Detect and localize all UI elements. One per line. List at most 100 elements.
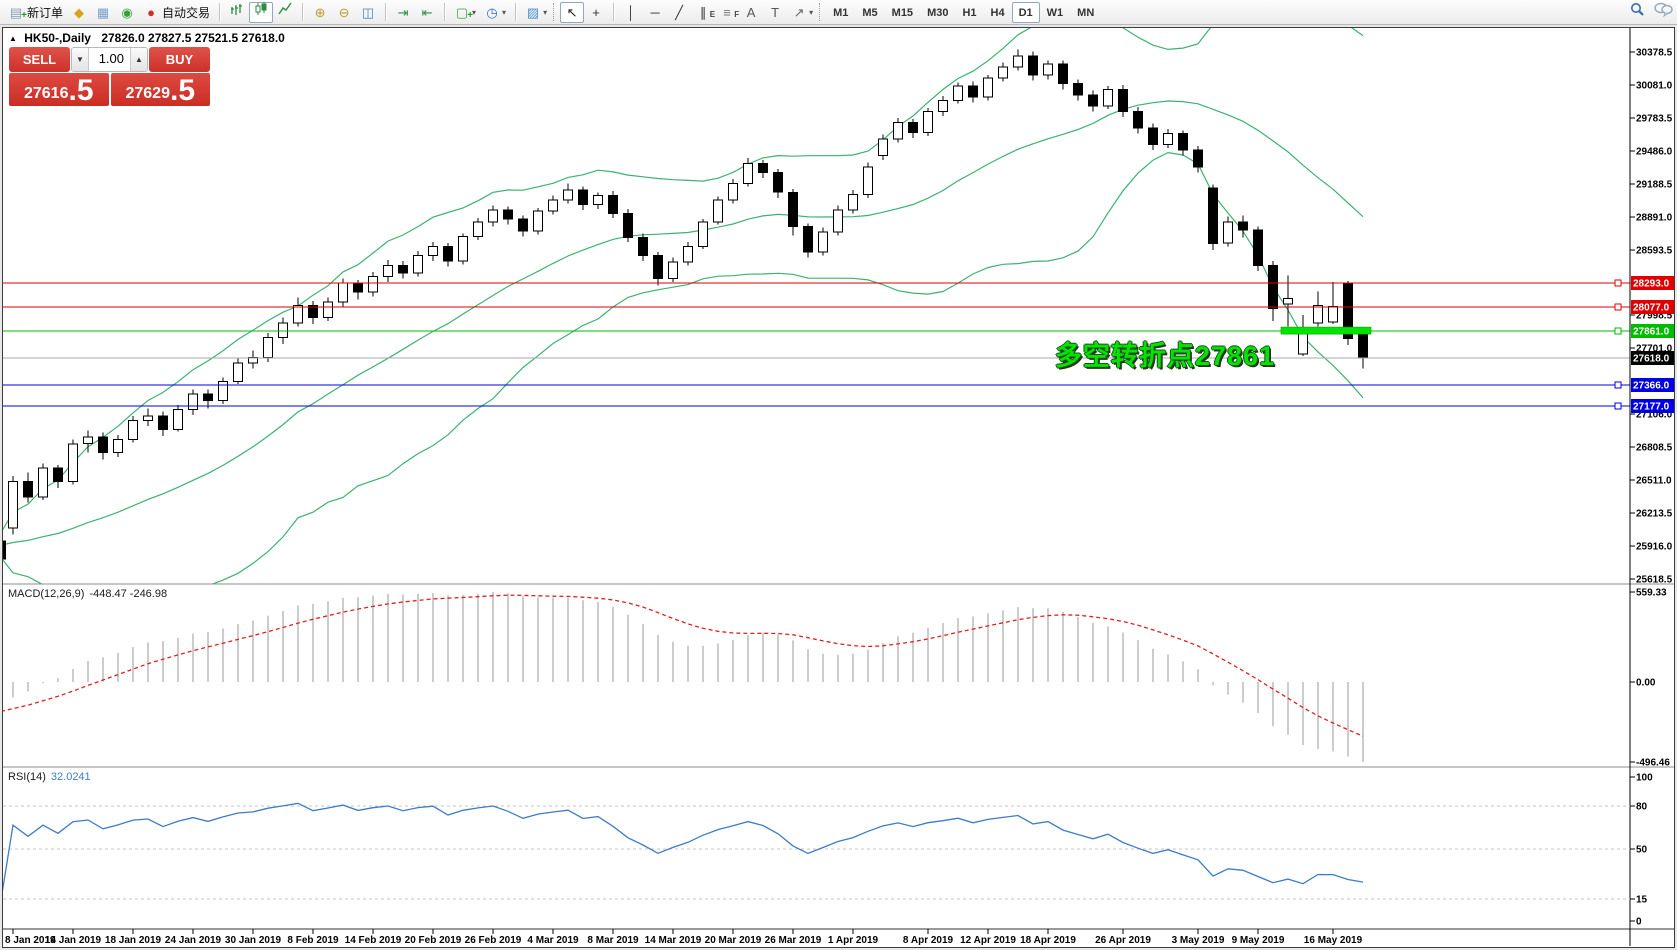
macd-pane: 559.33 0.00 -496.46 — [3, 588, 1670, 769]
svg-text:15: 15 — [1636, 895, 1648, 906]
svg-text:8 Jan 2019: 8 Jan 2019 — [5, 935, 56, 946]
chart-shift-button[interactable]: ⇤ — [421, 4, 433, 20]
auto-scroll-button[interactable]: ⇥ — [397, 4, 409, 20]
chart-window: 30378.5 30081.0 29783.5 29486.0 29188.5 28891… — [2, 27, 1675, 948]
templates-button[interactable]: ▨ ▾ — [526, 4, 548, 20]
svg-text:9 May 2019: 9 May 2019 — [1232, 935, 1285, 946]
svg-text:1 Apr 2019: 1 Apr 2019 — [828, 935, 879, 946]
timeframe-m30-button[interactable]: M30 — [927, 6, 949, 19]
svg-text:14 Jan 2019: 14 Jan 2019 — [45, 935, 102, 946]
autotrading-button[interactable]: ● 自动交易 — [147, 4, 211, 20]
chart-annotation-text[interactable]: 多空转折点27861 — [1054, 341, 1275, 371]
svg-text:27177.0: 27177.0 — [1633, 402, 1670, 413]
navigator-icon[interactable]: ▦ — [96, 4, 110, 20]
svg-text:26511.0: 26511.0 — [1636, 476, 1672, 487]
svg-text:26 Apr 2019: 26 Apr 2019 — [1095, 935, 1151, 946]
toolbar-separator — [302, 3, 304, 21]
equidistant-channel-button[interactable]: ∥ E — [699, 4, 716, 20]
svg-text:27998.5: 27998.5 — [1636, 311, 1673, 322]
svg-text:8 Mar 2019: 8 Mar 2019 — [587, 935, 639, 946]
bars-chart-button[interactable] — [225, 2, 249, 23]
chart-canvas[interactable]: 30378.5 30081.0 29783.5 29486.0 29188.5 28891… — [3, 28, 1674, 947]
vertical-line-button[interactable]: │ — [627, 4, 636, 20]
text-button[interactable]: A — [746, 4, 756, 20]
candles-chart-button[interactable] — [249, 1, 274, 23]
svg-text:-496.46: -496.46 — [1636, 758, 1670, 769]
new-chart-button[interactable]: ▢ + ▾ — [455, 4, 477, 21]
svg-text:28593.5: 28593.5 — [1636, 246, 1673, 257]
svg-text:30378.5: 30378.5 — [1636, 48, 1673, 59]
trendline-button[interactable]: ╱ — [675, 4, 683, 20]
tile-windows-button[interactable]: ◫ — [361, 4, 375, 20]
svg-text:28891.0: 28891.0 — [1636, 213, 1673, 224]
svg-text:25916.0: 25916.0 — [1636, 542, 1673, 553]
crosshair-button[interactable]: + — [592, 4, 600, 20]
zoom-out-button[interactable]: ⊖ — [338, 4, 350, 20]
timeframe-d1-button[interactable]: D1 — [1011, 1, 1040, 23]
sell-price-display[interactable]: 27616.5 — [9, 73, 109, 106]
svg-text:18 Apr 2019: 18 Apr 2019 — [1020, 935, 1076, 946]
svg-text:28293.0: 28293.0 — [1633, 279, 1670, 290]
timeframe-m15-button[interactable]: M15 — [891, 6, 914, 19]
signals-icon[interactable]: ◉ — [121, 4, 133, 20]
arrows-button[interactable]: ↗ ▾ — [793, 4, 814, 20]
text-label-button[interactable]: T — [771, 4, 780, 20]
svg-text:27618.0: 27618.0 — [1633, 354, 1670, 365]
toolbar-separator — [613, 3, 615, 21]
price-axis[interactable]: 30378.5 30081.0 29783.5 29486.0 29188.5 28891… — [1630, 48, 1674, 586]
volume-stepper: ▼ 1.00 ▲ — [71, 47, 148, 72]
svg-text:27701.0: 27701.0 — [1636, 344, 1673, 355]
svg-text:20 Feb 2019: 20 Feb 2019 — [405, 935, 462, 946]
horizontal-lines[interactable] — [3, 279, 1630, 410]
buy-button[interactable]: BUY — [149, 47, 210, 72]
svg-text:8 Feb 2019: 8 Feb 2019 — [287, 935, 339, 946]
timeframe-m5-button[interactable]: M5 — [862, 6, 878, 19]
timeframe-m1-button[interactable]: M1 — [833, 6, 849, 19]
macd-indicator-label: MACD(12,26,9) -448.47 -246.98 — [8, 588, 168, 600]
symbol-period-label: HK50-,Daily — [24, 31, 91, 45]
volume-increase-button[interactable]: ▲ — [130, 48, 147, 71]
rsi-pane: 100 80 50 15 0 — [3, 773, 1653, 928]
svg-text:14 Feb 2019: 14 Feb 2019 — [345, 935, 402, 946]
volume-input[interactable]: 1.00 — [89, 48, 130, 71]
pivot-highlight-bar[interactable] — [1280, 326, 1372, 335]
timeframe-mn-button[interactable]: MN — [1077, 6, 1095, 19]
svg-text:4 Mar 2019: 4 Mar 2019 — [527, 935, 579, 946]
svg-text:100: 100 — [1636, 773, 1653, 784]
toolbar-separator — [444, 3, 446, 21]
svg-text:30 Jan 2019: 30 Jan 2019 — [225, 935, 282, 946]
toolbar-grip — [819, 3, 822, 21]
horizontal-line-button[interactable]: ─ — [650, 4, 660, 20]
line-chart-button[interactable] — [273, 2, 297, 23]
profiles-button[interactable]: ◷ ▾ — [486, 4, 507, 20]
rsi-value: 32.0241 — [50, 771, 91, 783]
buy-price-display[interactable]: 27629.5 — [110, 73, 210, 106]
market-watch-icon[interactable]: ◆ — [74, 4, 85, 20]
svg-text:26213.5: 26213.5 — [1636, 509, 1673, 520]
bollinger-bands — [3, 28, 1364, 584]
chat-icon[interactable] — [1649, 2, 1673, 23]
new-order-button[interactable]: ▤ + 新订单 — [9, 4, 64, 21]
svg-text:14 Mar 2019: 14 Mar 2019 — [645, 935, 702, 946]
svg-text:16 May 2019: 16 May 2019 — [1304, 935, 1363, 946]
collapse-panel-icon[interactable]: ▲ — [9, 34, 17, 43]
zoom-in-button[interactable]: ⊕ — [314, 4, 326, 20]
sell-button[interactable]: SELL — [9, 47, 70, 72]
svg-text:29486.0: 29486.0 — [1636, 147, 1673, 158]
svg-text:25618.5: 25618.5 — [1636, 575, 1673, 586]
fibonacci-button[interactable]: ≡ F — [723, 4, 740, 20]
macd-signal-line — [3, 594, 1364, 737]
ohlc-values: 27826.0 27827.5 27521.5 27618.0 — [101, 31, 285, 45]
timeframe-w1-button[interactable]: W1 — [1046, 6, 1064, 19]
toolbar-separator — [385, 3, 387, 21]
search-icon[interactable] — [1625, 2, 1649, 23]
svg-text:26 Mar 2019: 26 Mar 2019 — [765, 935, 822, 946]
timeframe-h4-button[interactable]: H4 — [990, 6, 1005, 19]
timeframe-h1-button[interactable]: H1 — [962, 6, 977, 19]
svg-text:30081.0: 30081.0 — [1636, 81, 1673, 92]
cursor-button[interactable]: ↖ — [560, 1, 585, 23]
svg-text:28077.0: 28077.0 — [1633, 303, 1670, 314]
svg-text:0: 0 — [1636, 917, 1642, 928]
volume-decrease-button[interactable]: ▼ — [72, 48, 89, 71]
